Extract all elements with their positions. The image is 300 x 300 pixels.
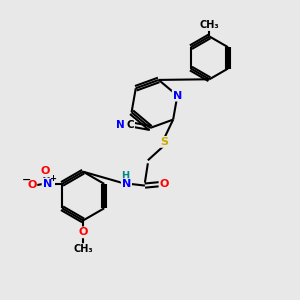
Text: C: C [127,120,134,130]
Text: CH₃: CH₃ [73,244,93,254]
Text: O: O [160,179,169,189]
Text: +: + [49,174,56,183]
Text: N: N [43,179,52,189]
Text: N: N [122,179,131,189]
Text: CH₃: CH₃ [200,20,219,30]
Text: O: O [78,227,88,237]
Text: O: O [27,180,36,190]
Text: H: H [121,171,129,181]
Text: O: O [41,167,50,176]
Text: S: S [160,137,168,147]
Text: −: − [22,175,31,185]
Text: N: N [116,120,125,130]
Text: N: N [173,91,182,100]
